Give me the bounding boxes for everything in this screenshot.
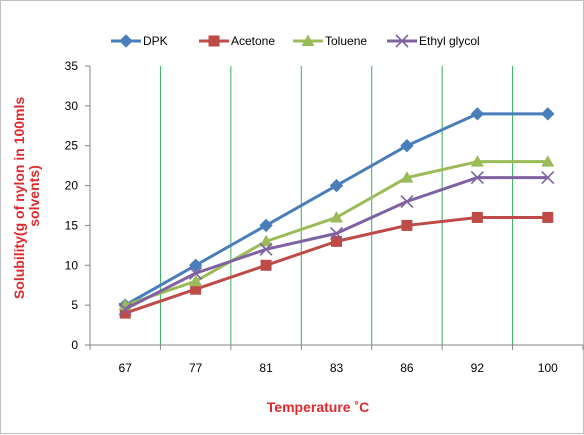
legend-label: Acetone (231, 34, 275, 48)
y-tick-label: 0 (71, 338, 78, 352)
y-axis-title: Solubility(g of nylon in 100mls solvents… (11, 93, 42, 299)
legend-swatch-marker (208, 35, 220, 47)
series-ethyl-glycol (118, 171, 555, 316)
y-tick-label: 30 (65, 99, 79, 113)
data-point-toluene (400, 171, 414, 183)
x-tick-label: 100 (538, 361, 558, 375)
data-point-ethyl-glycol (541, 171, 555, 185)
data-point-dpk (259, 218, 273, 233)
data-point-toluene (470, 155, 484, 167)
data-point-toluene (330, 210, 343, 223)
data-point-dpk (188, 258, 203, 272)
series-layer (118, 107, 555, 319)
y-tick-label: 25 (65, 139, 79, 153)
data-point-ethyl-glycol (189, 266, 203, 280)
legend-item-toluene: Toluene (293, 34, 367, 48)
x-tick-label: 92 (471, 361, 485, 375)
grid-layer (159, 66, 514, 345)
y-axis-title-line-2: solvents) (26, 165, 42, 226)
series-dpk (118, 107, 555, 312)
data-point-dpk (400, 139, 414, 153)
data-point-dpk (541, 107, 555, 121)
legend-swatch-marker (119, 34, 133, 48)
data-point-toluene (541, 155, 555, 167)
data-point-toluene (189, 274, 203, 287)
legend-item-ethyl-glycol: Ethyl glycol (387, 34, 480, 48)
data-point-dpk (470, 107, 485, 121)
data-point-acetone (331, 235, 342, 247)
legend-item-dpk: DPK (111, 34, 168, 48)
data-point-acetone (190, 283, 202, 295)
y-axis-title-line-1: Solubility(g of nylon in 100mls (11, 97, 27, 299)
legend-label: Ethyl glycol (419, 34, 480, 48)
data-point-acetone (471, 211, 483, 223)
x-tick-label: 67 (119, 361, 133, 375)
legend-swatch-marker (301, 34, 315, 46)
legend-label: Toluene (325, 34, 367, 48)
x-axis-title: Temperature ˚C (267, 399, 369, 415)
y-tick-label: 10 (65, 258, 79, 272)
data-point-ethyl-glycol (118, 302, 132, 316)
y-tick-label: 35 (65, 59, 79, 73)
data-point-ethyl-glycol (259, 242, 273, 256)
legend: DPK Acetone Toluene Ethyl glycol (111, 34, 480, 48)
y-tick-label: 20 (65, 179, 79, 193)
x-tick-label: 86 (400, 361, 414, 375)
data-point-acetone (542, 211, 554, 223)
data-point-toluene (259, 234, 273, 247)
x-tick-label: 77 (189, 361, 203, 375)
series-acetone (119, 211, 554, 319)
y-tick-label: 15 (65, 218, 79, 232)
data-point-ethyl-glycol (400, 194, 414, 209)
axis-layer: 0 5 10 15 20 25 30 35 67 77 81 83 86 92 100 (65, 59, 584, 375)
data-point-ethyl-glycol (329, 226, 344, 240)
y-tick-label: 5 (71, 298, 78, 312)
legend-swatch-marker (395, 34, 409, 48)
data-point-ethyl-glycol (470, 171, 484, 185)
data-point-acetone (401, 219, 413, 231)
x-tick-label: 81 (259, 361, 273, 375)
data-point-acetone (119, 307, 131, 319)
data-point-dpk (329, 178, 344, 193)
x-tick-label: 83 (330, 361, 344, 375)
legend-item-acetone: Acetone (199, 34, 275, 48)
data-point-acetone (260, 259, 272, 271)
legend-label: DPK (143, 34, 168, 48)
